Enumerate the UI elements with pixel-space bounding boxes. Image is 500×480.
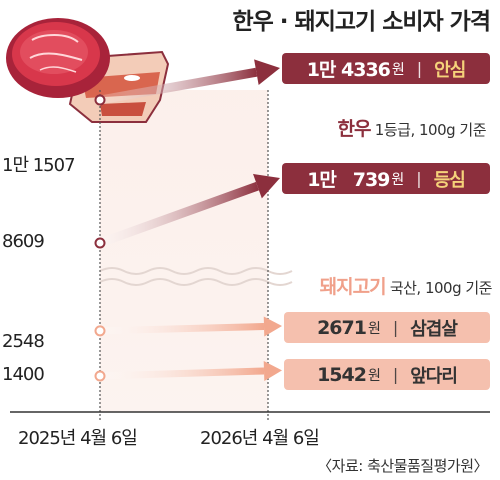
unit-label: 원 [391, 61, 405, 78]
arrow-body-등심 [98, 181, 259, 248]
arrow-head-등심 [253, 173, 280, 199]
start-point-안심 [94, 94, 106, 106]
start-label-등심: 8609 [2, 231, 45, 252]
x-tick-label-start: 2025년 4월 6일 [18, 428, 138, 449]
arrow-head-안심 [254, 59, 280, 86]
end-value-삼겹살: 2671 [317, 316, 367, 339]
value-box-삼겹살: 2671 원 | 삼겹살 [284, 312, 490, 343]
group-name-beef: 한우 [337, 118, 372, 140]
cut-name-앞다리: 앞다리 [410, 365, 458, 387]
unit-label: 원 [391, 171, 405, 188]
end-value-앞다리: 1542 [317, 363, 367, 386]
source-note: 〈자료: 축산물품질평가원〉 [317, 457, 488, 475]
date-band [100, 90, 268, 412]
cut-name-삼겹살: 삼겹살 [410, 318, 458, 340]
x-tick-label-end: 2026년 4월 6일 [200, 428, 320, 449]
axis-break-line-bottom [99, 278, 293, 286]
separator: | [392, 365, 399, 384]
arrow-body-삼겹살 [99, 322, 265, 335]
start-label-앞다리: 1400 [2, 364, 45, 385]
value-box-등심: 1만 739 원 | 등심 [282, 163, 490, 194]
separator: | [416, 169, 422, 188]
meat-illustration-icon [6, 18, 170, 123]
end-value-안심: 1만 4336 [306, 59, 391, 81]
start-label-삼겹살: 2548 [2, 331, 45, 352]
start-label-안심: 1만 1507 [2, 155, 76, 176]
cut-name-안심: 안심 [434, 59, 466, 81]
arrow-head-앞다리 [263, 360, 282, 381]
series-layer [94, 59, 282, 382]
cut-name-등심: 등심 [433, 169, 466, 191]
separator: | [392, 318, 399, 337]
separator: | [416, 59, 423, 78]
unit-label: 원 [367, 320, 381, 337]
chart-title: 한우 · 돼지고기 소비자 가격 [232, 9, 491, 35]
group-note-pork: 돼지고기 국산, 100g 기준 [319, 272, 493, 299]
axis-break-line-top [99, 267, 293, 275]
start-point-앞다리 [94, 370, 106, 382]
arrow-body-앞다리 [99, 367, 265, 380]
group-desc-pork: 국산, 100g 기준 [389, 279, 493, 297]
group-note-beef: 한우 1등급, 100g 기준 [337, 114, 487, 141]
start-point-등심 [94, 237, 106, 249]
group-desc-beef: 1등급, 100g 기준 [374, 121, 487, 139]
arrow-head-삼겹살 [263, 316, 282, 337]
end-value-등심: 1만 739 [307, 169, 390, 191]
arrow-body-안심 [99, 67, 258, 105]
group-name-pork: 돼지고기 [319, 276, 387, 298]
value-box-안심: 1만 4336 원 | 안심 [282, 53, 490, 84]
start-point-삼겹살 [94, 325, 106, 337]
unit-label: 원 [367, 367, 381, 384]
value-box-앞다리: 1542 원 | 앞다리 [284, 359, 490, 390]
